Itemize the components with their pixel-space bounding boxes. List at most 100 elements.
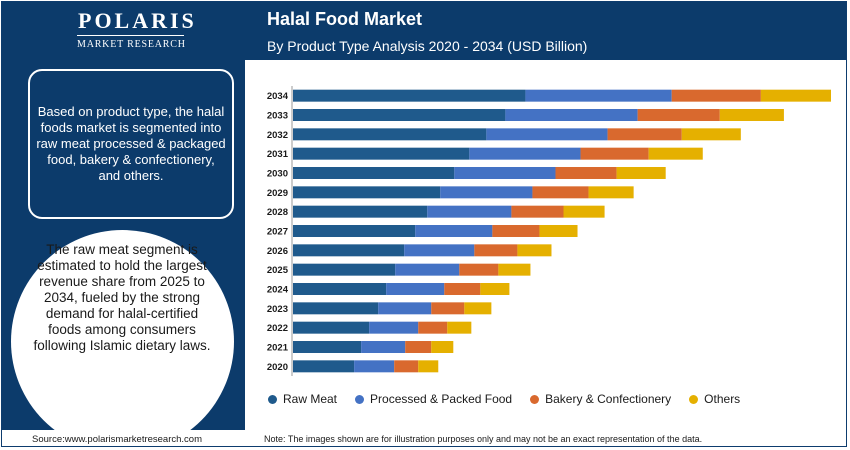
bar-segment-bakery-confectionery bbox=[555, 167, 617, 179]
bar-segment-raw-meat bbox=[293, 89, 526, 102]
stacked-bar-chart: 2034 2033 2032 2031 2030 2029 2028 2027 2026 2025… bbox=[267, 86, 831, 376]
bar-segment-bakery-confectionery bbox=[474, 244, 518, 257]
bar-segment-others bbox=[517, 244, 552, 257]
bar-segment-processed-packed-food bbox=[486, 128, 608, 141]
bar-segment-others bbox=[648, 147, 703, 160]
bar-segment-raw-meat bbox=[293, 341, 362, 353]
bar-segment-processed-packed-food bbox=[469, 147, 581, 160]
legend-swatch-others bbox=[689, 394, 699, 404]
chart-title: Halal Food Market bbox=[267, 9, 423, 29]
bar-segment-processed-packed-food bbox=[404, 244, 475, 257]
bar-segment-bakery-confectionery bbox=[431, 302, 465, 315]
y-tick-label: 2032 bbox=[267, 130, 288, 141]
bar-segment-raw-meat bbox=[293, 283, 387, 295]
y-tick-label: 2023 bbox=[267, 304, 288, 315]
bar-segment-processed-packed-food bbox=[454, 167, 556, 179]
y-tick-label: 2034 bbox=[267, 91, 289, 102]
chart-legend: Raw Meat Processed & Packed Food Bakery … bbox=[268, 392, 740, 406]
bar-segment-others bbox=[464, 302, 492, 315]
y-tick-label: 2025 bbox=[267, 265, 289, 276]
bar-segment-raw-meat bbox=[293, 186, 441, 199]
y-tick-label: 2031 bbox=[267, 149, 289, 160]
legend-label-processed: Processed & Packed Food bbox=[370, 392, 513, 406]
bar-segment-processed-packed-food bbox=[415, 225, 493, 237]
bar-segment-others bbox=[588, 186, 634, 199]
legend-item-bakery: Bakery & Confectionery bbox=[530, 392, 671, 406]
y-tick-label: 2030 bbox=[267, 169, 288, 180]
legend-item-processed: Processed & Packed Food bbox=[355, 392, 512, 406]
bar-segment-bakery-confectionery bbox=[418, 321, 448, 334]
bar-segment-bakery-confectionery bbox=[532, 186, 589, 199]
bar-segment-bakery-confectionery bbox=[405, 341, 432, 353]
bar-segment-raw-meat bbox=[293, 302, 379, 315]
chart-header: Halal Food Market By Product Type Analys… bbox=[245, 2, 846, 60]
bar-segment-processed-packed-food bbox=[386, 283, 445, 295]
bar-segment-raw-meat bbox=[293, 147, 470, 160]
highlight-circle bbox=[11, 230, 234, 446]
bar-segment-bakery-confectionery bbox=[580, 147, 649, 160]
legend-swatch-bakery bbox=[530, 394, 540, 404]
y-tick-label: 2024 bbox=[267, 285, 289, 296]
bar-segment-raw-meat bbox=[293, 128, 487, 141]
y-tick-label: 2022 bbox=[267, 323, 288, 334]
bar-segment-processed-packed-food bbox=[354, 360, 395, 373]
bar-segment-others bbox=[480, 283, 510, 295]
bar-segment-bakery-confectionery bbox=[459, 263, 499, 276]
bar-segment-raw-meat bbox=[293, 225, 416, 237]
bar-segment-raw-meat bbox=[293, 205, 428, 218]
bar-segment-processed-packed-food bbox=[361, 341, 406, 353]
bar-segment-bakery-confectionery bbox=[444, 283, 481, 295]
bar-segment-raw-meat bbox=[293, 360, 355, 373]
chart-plot-area: 2034 2033 2032 2031 2030 2029 2028 2027 2026 2025… bbox=[254, 86, 839, 376]
legend-label-others: Others bbox=[704, 392, 741, 406]
bar-segment-others bbox=[719, 109, 784, 121]
bar-segment-others bbox=[447, 321, 472, 334]
bar-segment-processed-packed-food bbox=[505, 109, 638, 121]
disclaimer-note: Note: The images shown are for illustrat… bbox=[264, 434, 703, 444]
segment-info-text: Based on product type, the halal foods m… bbox=[36, 104, 226, 183]
brand-tagline: MARKET RESEARCH bbox=[77, 39, 186, 50]
bar-segment-raw-meat bbox=[293, 109, 506, 121]
bar-segment-others bbox=[616, 167, 666, 179]
bar-segment-processed-packed-food bbox=[369, 321, 419, 334]
brand-logo: POLARIS bbox=[78, 8, 197, 33]
bar-segment-raw-meat bbox=[293, 167, 455, 179]
bar-segment-others bbox=[431, 341, 454, 353]
bar-segment-processed-packed-food bbox=[440, 186, 533, 199]
chart-subtitle: By Product Type Analysis 2020 - 2034 (US… bbox=[267, 38, 588, 54]
bar-segment-others bbox=[681, 128, 741, 141]
logo-divider bbox=[77, 35, 184, 36]
y-tick-label: 2028 bbox=[267, 207, 288, 218]
bar-segment-bakery-confectionery bbox=[637, 109, 720, 121]
bar-segment-bakery-confectionery bbox=[607, 128, 682, 141]
bar-segment-others bbox=[498, 263, 531, 276]
bar-segment-processed-packed-food bbox=[395, 263, 460, 276]
source-text: Source:www.polarismarketresearch.com bbox=[32, 434, 203, 445]
bar-segment-bakery-confectionery bbox=[671, 89, 761, 102]
segment-info-box: Based on product type, the halal foods m… bbox=[28, 69, 234, 219]
legend-label-raw-meat: Raw Meat bbox=[283, 392, 338, 406]
bar-segment-raw-meat bbox=[293, 244, 405, 257]
y-tick-label: 2021 bbox=[267, 343, 289, 354]
legend-item-others: Others bbox=[689, 392, 740, 406]
bar-segment-raw-meat bbox=[293, 263, 396, 276]
bar-segment-processed-packed-food bbox=[427, 205, 512, 218]
bar-segment-raw-meat bbox=[293, 321, 370, 334]
legend-swatch-raw-meat bbox=[268, 394, 277, 404]
bar-segment-others bbox=[539, 225, 578, 237]
bar-segment-processed-packed-food bbox=[378, 302, 432, 315]
bar-segment-bakery-confectionery bbox=[394, 360, 419, 373]
bar-segment-others bbox=[760, 89, 831, 102]
bar-segment-processed-packed-food bbox=[525, 89, 672, 102]
legend-swatch-processed bbox=[355, 394, 365, 404]
highlight-text: The raw meat segment is estimated to hol… bbox=[33, 242, 211, 353]
bar-segment-others bbox=[563, 205, 605, 218]
y-tick-label: 2033 bbox=[267, 111, 288, 122]
y-tick-label: 2020 bbox=[267, 362, 288, 373]
y-tick-label: 2029 bbox=[267, 188, 288, 199]
y-tick-label: 2026 bbox=[267, 246, 288, 257]
y-tick-label: 2027 bbox=[267, 227, 288, 238]
bar-segment-others bbox=[418, 360, 439, 373]
bar-segment-bakery-confectionery bbox=[492, 225, 540, 237]
